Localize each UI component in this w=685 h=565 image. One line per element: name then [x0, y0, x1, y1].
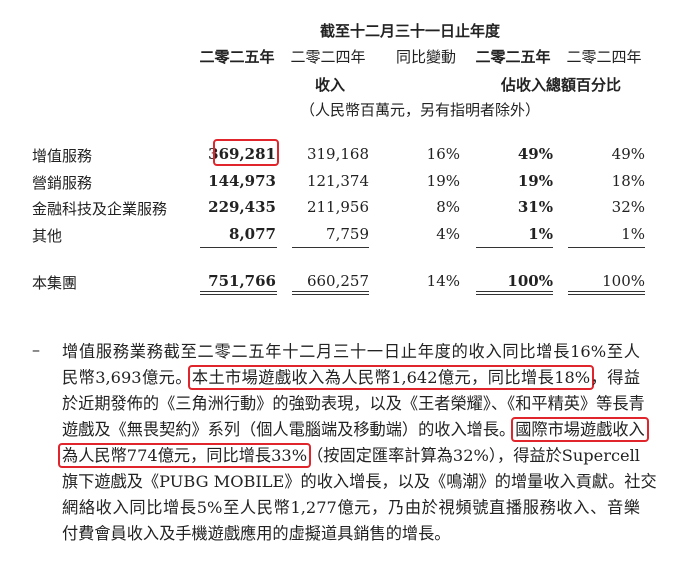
table-row-1-rev2024: 121,374	[306, 172, 369, 190]
paragraph-text: ，得益	[590, 368, 641, 387]
highlighted-text: 國際市場遊戲收入	[511, 417, 649, 442]
table-row-3-pct2024: 1%	[621, 225, 645, 243]
paragraph-text: 旗下遊戲及《PUBG MOBILE》的收入增長，以及《鳴潮》的增量收入貢獻。社交	[62, 472, 657, 491]
table-row-3-rev2024: 7,759	[326, 225, 369, 243]
pct-header: 佔收入總額百分比	[500, 76, 621, 94]
table-row-0-label: 增值服務	[32, 147, 93, 165]
table-row-0-pct2024: 49%	[611, 145, 645, 163]
paragraph-line: 付費會員收入及手機遊戲應用的虛擬道具銷售的增長。	[62, 521, 640, 547]
col-header-pct-2025: 二零二五年	[475, 48, 551, 66]
table-row-1-rev2025: 144,973	[208, 172, 276, 190]
table-row-0-pct2025: 49%	[517, 145, 553, 163]
table-row-2-yoy: 8%	[436, 198, 460, 216]
table-row-3-label: 其他	[32, 227, 63, 245]
revenue-header: 收入	[314, 76, 345, 94]
paragraph-text: 增值服務業務截至二零二五年十二月三十一日止年度的收入同比增長16%至人	[62, 342, 640, 361]
table-row-3-rev2025: 8,077	[229, 225, 276, 243]
paragraph-text: 付費會員收入及手機遊戲應用的虛擬道具銷售的增長。	[62, 524, 451, 543]
table-row-total-rev2024: 660,257	[306, 272, 369, 290]
table-row-3-pct2025: 1%	[528, 225, 553, 243]
highlighted-text: 為人民幣774億元，同比增長33%	[58, 443, 312, 468]
paragraph-line: 旗下遊戲及《PUBG MOBILE》的收入增長，以及《鳴潮》的增量收入貢獻。社交	[62, 469, 657, 495]
table-row-total-label: 本集團	[32, 274, 78, 292]
table-row-total-rev2025: 751,766	[208, 272, 276, 290]
table-row-1-yoy: 19%	[426, 172, 460, 190]
paragraph-text: 於近期發佈的《三角洲行動》的強勁表現，以及《王者榮耀》、《和平精英》等長青	[62, 394, 645, 413]
paragraph-text: 遊戲及《無畏契約》系列（個人電腦端及移動端）的收入增長。	[62, 420, 516, 439]
period-header: 截至十二月三十一日止年度	[319, 22, 500, 40]
col-header-yoy: 同比變動	[395, 48, 456, 66]
paragraph-line: 為人民幣774億元，同比增長33%（按固定匯率計算為32%），得益於Superc…	[58, 443, 640, 469]
table-row-2-pct2024: 32%	[611, 198, 645, 216]
table-row-1-pct2025: 19%	[517, 172, 553, 190]
paragraph-line: 民幣3,693億元。本土市場遊戲收入為人民幣1,642億元，同比增長18%，得益	[62, 365, 640, 391]
paragraph-text: 網絡收入同比增長5%至人民幣1,277億元，乃由於視頻號直播服務收入、音樂	[62, 498, 640, 517]
highlighted-text: 本土市場遊戲收入為人民幣1,642億元，同比增長18%	[187, 365, 595, 390]
paragraph-line: 於近期發佈的《三角洲行動》的強勁表現，以及《王者榮耀》、《和平精英》等長青	[62, 391, 645, 417]
table-row-1-label: 營銷服務	[32, 174, 93, 192]
col-header-pct-2024: 二零二四年	[566, 48, 642, 66]
table-row-0-rev2024: 319,168	[306, 145, 369, 163]
bullet-dash: –	[32, 340, 40, 359]
table-row-2-label: 金融科技及企業服務	[32, 200, 168, 218]
col-header-2025: 二零二五年	[199, 48, 275, 66]
table-row-2-pct2025: 31%	[517, 198, 553, 216]
paragraph-line: 增值服務業務截至二零二五年十二月三十一日止年度的收入同比增長16%至人	[62, 339, 640, 365]
paragraph-line: 遊戲及《無畏契約》系列（個人電腦端及移動端）的收入增長。國際市場遊戲收入	[62, 417, 649, 443]
table-row-0-rev2025: 369,281	[208, 145, 276, 163]
commentary-paragraph: 增值服務業務截至二零二五年十二月三十一日止年度的收入同比增長16%至人 民幣3,6…	[58, 339, 657, 547]
table-row-total-yoy: 14%	[426, 272, 460, 290]
highlight-box	[213, 139, 279, 166]
table-row-0-yoy: 16%	[426, 145, 460, 163]
paragraph-text: （按固定匯率計算為32%），得益於Supercell	[307, 446, 640, 465]
table-row-3-yoy: 4%	[436, 225, 460, 243]
table-row-2-rev2025: 229,435	[208, 198, 276, 216]
col-header-2024: 二零二四年	[290, 48, 366, 66]
table-row-1-pct2024: 18%	[611, 172, 645, 190]
table-row-total-pct2024: 100%	[602, 272, 645, 290]
table-row-total-pct2025: 100%	[507, 272, 553, 290]
paragraph-text: 民幣3,693億元。	[62, 368, 192, 387]
unit-note: （人民幣百萬元，另有指明者除外）	[299, 101, 540, 119]
paragraph-line: 網絡收入同比增長5%至人民幣1,277億元，乃由於視頻號直播服務收入、音樂	[62, 495, 640, 521]
table-row-2-rev2024: 211,956	[306, 198, 369, 216]
